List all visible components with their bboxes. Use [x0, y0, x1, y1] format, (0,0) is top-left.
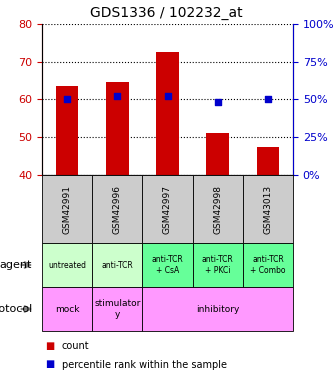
Bar: [42, 243, 92, 287]
Bar: [42, 287, 92, 331]
Text: GSM42991: GSM42991: [63, 184, 72, 234]
Bar: [192, 243, 243, 287]
Text: GSM42998: GSM42998: [213, 184, 222, 234]
Point: [265, 96, 271, 102]
Bar: [92, 243, 143, 287]
Text: GDS1336 / 102232_at: GDS1336 / 102232_at: [90, 6, 243, 20]
Bar: [206, 134, 229, 175]
Point: [215, 99, 220, 105]
Bar: [92, 175, 143, 243]
Point: [115, 93, 120, 99]
Text: stimulator
y: stimulator y: [94, 299, 141, 319]
Text: protocol: protocol: [0, 304, 32, 314]
Text: anti-TCR: anti-TCR: [102, 261, 133, 270]
Text: GSM42996: GSM42996: [113, 184, 122, 234]
Text: anti-TCR
+ Combo: anti-TCR + Combo: [250, 255, 286, 275]
Bar: [42, 175, 92, 243]
Text: anti-TCR
+ PKCi: anti-TCR + PKCi: [202, 255, 233, 275]
Bar: [56, 86, 78, 175]
Text: inhibitory: inhibitory: [196, 304, 239, 313]
Text: GSM42997: GSM42997: [163, 184, 172, 234]
Text: agent: agent: [0, 260, 32, 270]
Bar: [243, 175, 293, 243]
Bar: [143, 175, 192, 243]
Text: ■: ■: [45, 360, 55, 369]
Bar: [192, 175, 243, 243]
Bar: [143, 243, 192, 287]
Text: untreated: untreated: [48, 261, 86, 270]
Bar: [106, 82, 129, 175]
Text: count: count: [62, 340, 90, 351]
Point: [65, 96, 70, 102]
Text: percentile rank within the sample: percentile rank within the sample: [62, 360, 227, 369]
Text: GSM43013: GSM43013: [263, 184, 272, 234]
Text: ■: ■: [45, 340, 55, 351]
Bar: [257, 147, 279, 175]
Bar: [243, 243, 293, 287]
Text: anti-TCR
+ CsA: anti-TCR + CsA: [152, 255, 183, 275]
Bar: [92, 287, 143, 331]
Bar: [143, 287, 293, 331]
Bar: [156, 52, 179, 175]
Text: mock: mock: [55, 304, 79, 313]
Point: [165, 93, 170, 99]
